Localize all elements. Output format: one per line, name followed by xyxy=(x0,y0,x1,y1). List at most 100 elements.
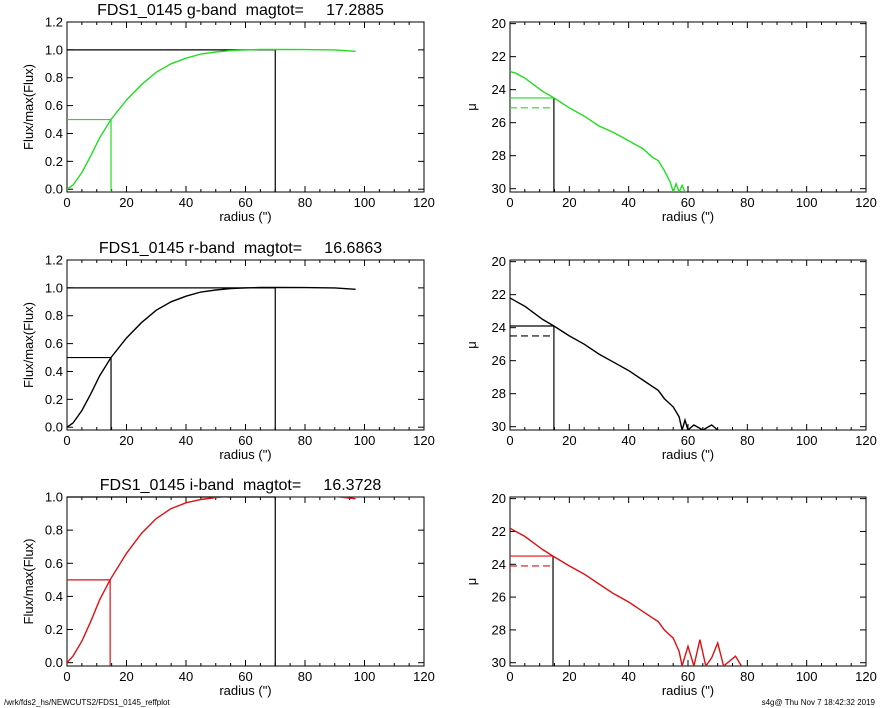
panel-6-xtick-label: 20 xyxy=(562,669,576,684)
panel-6-ylabel: μ xyxy=(464,578,479,586)
panel-2-xtick-label: 0 xyxy=(506,195,513,210)
panel-2-ylabel: μ xyxy=(464,103,479,111)
panel-5-xtick-label: 80 xyxy=(298,669,312,684)
panel-1-xtick-label: 20 xyxy=(119,195,133,210)
panel-4-profile-line xyxy=(510,297,719,430)
panel-3-xtick-label: 100 xyxy=(354,433,376,448)
panel-5-title: FDS1_0145 i-band magtot= 16.3728 xyxy=(100,477,382,494)
panel-6-ytick-label: 24 xyxy=(492,557,506,572)
panel-4-xlabel: radius (") xyxy=(662,447,714,462)
panel-2-ytick-label: 20 xyxy=(492,16,506,31)
panel-3-xtick-label: 40 xyxy=(179,433,193,448)
panel-5-xlabel: radius (") xyxy=(219,683,271,698)
panel-2-ytick-label: 26 xyxy=(492,115,506,130)
panel-3-profile-line xyxy=(67,286,356,428)
panel-5-ytick-label: 0.2 xyxy=(45,622,63,637)
panel-3-xtick-label: 120 xyxy=(413,433,435,448)
panel-4-ylabel: μ xyxy=(464,341,479,349)
panel-1-profile-line xyxy=(67,48,356,190)
footer-path-label: /wrk/fds2_hs/NEWCUTS2/FDS1_0145_reffplot xyxy=(4,698,170,707)
panel-1-ytick-label: 0.8 xyxy=(45,70,63,85)
panel-4-xtick-label: 60 xyxy=(681,433,695,448)
panel-1-ytick-label: 0.6 xyxy=(45,98,63,113)
panel-1-xlabel: radius (") xyxy=(219,209,271,224)
panel-6-xtick-label: 100 xyxy=(796,669,818,684)
panel-4-ytick-label: 20 xyxy=(492,254,506,269)
panel-3-xtick-label: 20 xyxy=(119,433,133,448)
panel-2-frame xyxy=(509,21,867,193)
panel-5-xtick-label: 120 xyxy=(413,669,435,684)
panel-3-xtick-label: 60 xyxy=(238,433,252,448)
panel-5-xtick-label: 0 xyxy=(63,669,70,684)
panel-1-xtick-label: 40 xyxy=(179,195,193,210)
panel-2-ytick-label: 22 xyxy=(492,49,506,64)
panel-2-xtick-label: 80 xyxy=(740,195,754,210)
panel-3-ytick-label: 0.6 xyxy=(45,336,63,351)
panel-1-xtick-label: 80 xyxy=(298,195,312,210)
panel-1-xtick-label: 0 xyxy=(63,195,70,210)
panel-1-xtick-label: 100 xyxy=(354,195,376,210)
panel-4-xtick-label: 0 xyxy=(506,433,513,448)
panel-3-ytick-label: 1.0 xyxy=(45,280,63,295)
panel-3-xtick-label: 80 xyxy=(298,433,312,448)
panel-4-xtick-label: 120 xyxy=(855,433,877,448)
panel-1-title: FDS1_0145 g-band magtot= 17.2885 xyxy=(97,2,384,19)
panel-3-ytick-label: 0.8 xyxy=(45,308,63,323)
panel-1-ytick-label: 0.4 xyxy=(45,126,63,141)
panel-3-ytick-label: 0.2 xyxy=(45,392,63,407)
panel-3-ytick-label: 0.0 xyxy=(45,420,63,435)
panel-4-ytick-label: 24 xyxy=(492,320,506,335)
panel-1-ytick-label: 0.2 xyxy=(45,154,63,169)
panel-4-ytick-label: 28 xyxy=(492,386,506,401)
panel-3-xtick-label: 0 xyxy=(63,433,70,448)
panel-3-ylabel: Flux/max(Flux) xyxy=(21,302,36,388)
footer-timestamp-label: s4g@ Thu Nov 7 18:42:32 2019 xyxy=(761,698,875,707)
panel-1-ylabel: Flux/max(Flux) xyxy=(21,64,36,150)
panel-1-ytick-label: 0.0 xyxy=(45,182,63,197)
panel-2-xtick-label: 20 xyxy=(562,195,576,210)
panel-6-ytick-label: 30 xyxy=(492,655,506,670)
panel-6-frame xyxy=(509,496,867,667)
panel-5-xtick-label: 60 xyxy=(238,669,252,684)
panel-3-title: FDS1_0145 r-band magtot= 16.6863 xyxy=(99,240,382,257)
panel-4-frame xyxy=(509,259,867,431)
panel-6-ytick-label: 20 xyxy=(492,491,506,506)
panel-2-ytick-label: 30 xyxy=(492,181,506,196)
panel-2-xtick-label: 100 xyxy=(796,195,818,210)
panel-4-xtick-label: 100 xyxy=(796,433,818,448)
panel-5-xtick-label: 40 xyxy=(179,669,193,684)
panel-1-ytick-label: 1.0 xyxy=(45,42,63,57)
panel-6-xtick-label: 40 xyxy=(621,669,635,684)
panel-3-ytick-label: 1.2 xyxy=(45,253,63,268)
panel-6-ytick-label: 26 xyxy=(492,590,506,605)
panel-4-ytick-label: 26 xyxy=(492,353,506,368)
panel-5-xtick-label: 20 xyxy=(119,669,133,684)
panel-2-ytick-label: 28 xyxy=(492,148,506,163)
panel-6-ytick-label: 22 xyxy=(492,524,506,539)
panel-6-ytick-label: 28 xyxy=(492,622,506,637)
panel-5-ytick-label: 0.4 xyxy=(45,589,63,604)
panel-5-ytick-label: 0.0 xyxy=(45,655,63,670)
panel-6-profile-line xyxy=(510,527,742,666)
panel-6-xtick-label: 0 xyxy=(506,669,513,684)
panel-6-xtick-label: 120 xyxy=(855,669,877,684)
panel-4-ytick-label: 22 xyxy=(492,287,506,302)
panel-3-ytick-label: 0.4 xyxy=(45,364,63,379)
panel-6-xtick-label: 80 xyxy=(740,669,754,684)
panel-2-xtick-label: 60 xyxy=(681,195,695,210)
panel-2-xtick-label: 120 xyxy=(855,195,877,210)
panel-5-xtick-label: 100 xyxy=(354,669,376,684)
panel-4-ytick-label: 30 xyxy=(492,419,506,434)
panel-1-xtick-label: 120 xyxy=(413,195,435,210)
panel-4-xtick-label: 80 xyxy=(740,433,754,448)
panel-5-ytick-label: 0.8 xyxy=(45,523,63,538)
panel-1-xtick-label: 60 xyxy=(238,195,252,210)
panel-2-ytick-label: 24 xyxy=(492,82,506,97)
panel-2-profile-line xyxy=(510,70,686,192)
panel-5-ytick-label: 1.0 xyxy=(45,490,63,505)
panel-6-xtick-label: 60 xyxy=(681,669,695,684)
panel-2-xtick-label: 40 xyxy=(621,195,635,210)
panel-1-ytick-label: 1.2 xyxy=(45,15,63,30)
panel-2-xlabel: radius (") xyxy=(662,209,714,224)
